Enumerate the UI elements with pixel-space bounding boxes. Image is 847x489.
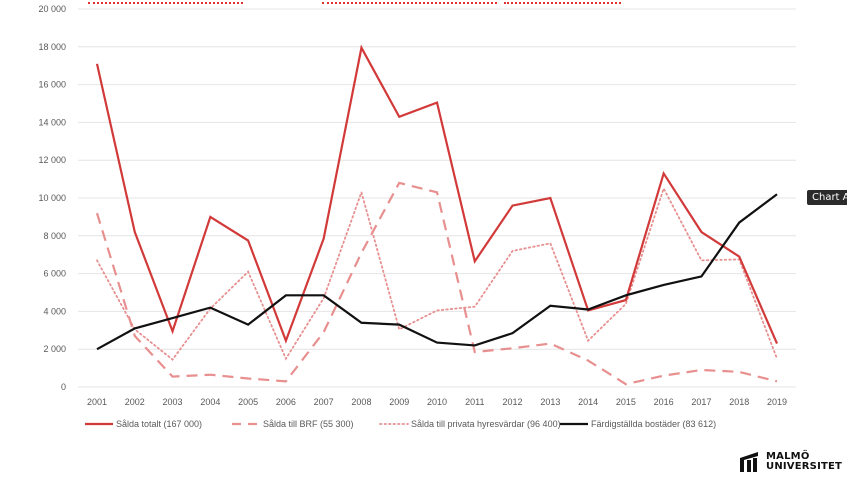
series-lines bbox=[95, 44, 779, 386]
legend: Sålda totalt (167 000) Sålda till BRF (55… bbox=[85, 419, 716, 429]
y-tick-label: 18 000 bbox=[38, 42, 66, 52]
series-line-3 bbox=[96, 193, 778, 351]
x-axis-ticks: 2001 2002 2003 2004 2005 2006 2007 2008 2009 2010… bbox=[87, 397, 787, 407]
x-tick-label: 2014 bbox=[578, 397, 598, 407]
university-pillars-icon bbox=[740, 452, 758, 472]
malmo-universitet-logo: MALMÖ UNIVERSITET bbox=[738, 450, 842, 474]
x-tick-label: 2003 bbox=[163, 397, 183, 407]
y-axis-ticks: 0 2 000 4 000 6 000 8 000 10 000 12 000 14 000 1… bbox=[38, 4, 66, 392]
title-spellcheck-underline-left bbox=[88, 0, 243, 4]
series-line-0 bbox=[95, 44, 779, 344]
y-tick-label: 6 000 bbox=[43, 269, 66, 279]
x-tick-label: 2013 bbox=[540, 397, 560, 407]
y-tick-label: 0 bbox=[61, 382, 66, 392]
y-tick-label: 2 000 bbox=[43, 344, 66, 354]
x-tick-label: 2019 bbox=[767, 397, 787, 407]
legend-label: Sålda till privata hyresvärdar (96 400) bbox=[411, 419, 561, 429]
x-tick-label: 2009 bbox=[389, 397, 409, 407]
x-tick-label: 2005 bbox=[238, 397, 258, 407]
legend-label: Färdigställda bostäder (83 612) bbox=[591, 419, 716, 429]
legend-label: Sålda till BRF (55 300) bbox=[263, 419, 354, 429]
x-tick-label: 2001 bbox=[87, 397, 107, 407]
legend-label: Sålda totalt (167 000) bbox=[116, 419, 202, 429]
x-tick-label: 2012 bbox=[503, 397, 523, 407]
x-tick-label: 2018 bbox=[729, 397, 749, 407]
x-tick-label: 2004 bbox=[200, 397, 220, 407]
gridlines bbox=[78, 8, 796, 388]
y-tick-label: 10 000 bbox=[38, 193, 66, 203]
chart-area-tooltip: Chart A bbox=[807, 190, 847, 205]
y-tick-label: 14 000 bbox=[38, 117, 66, 127]
y-tick-label: 16 000 bbox=[38, 80, 66, 90]
y-tick-label: 4 000 bbox=[43, 306, 66, 316]
x-tick-label: 2007 bbox=[314, 397, 334, 407]
x-tick-label: 2017 bbox=[691, 397, 711, 407]
logo-text-line1: MALMÖ bbox=[766, 451, 810, 462]
x-tick-label: 2015 bbox=[616, 397, 636, 407]
x-tick-label: 2002 bbox=[125, 397, 145, 407]
x-tick-label: 2010 bbox=[427, 397, 447, 407]
x-tick-label: 2008 bbox=[351, 397, 371, 407]
series-line-1 bbox=[95, 181, 778, 386]
y-tick-label: 20 000 bbox=[38, 4, 66, 14]
title-spellcheck-underline-right bbox=[504, 0, 621, 4]
x-tick-label: 2016 bbox=[654, 397, 674, 407]
y-tick-label: 8 000 bbox=[43, 231, 66, 241]
x-tick-label: 2011 bbox=[465, 397, 484, 407]
logo-text-line2: UNIVERSITET bbox=[766, 461, 843, 472]
x-tick-label: 2006 bbox=[276, 397, 296, 407]
title-spellcheck-underline-middle bbox=[322, 0, 497, 4]
y-tick-label: 12 000 bbox=[38, 155, 66, 165]
